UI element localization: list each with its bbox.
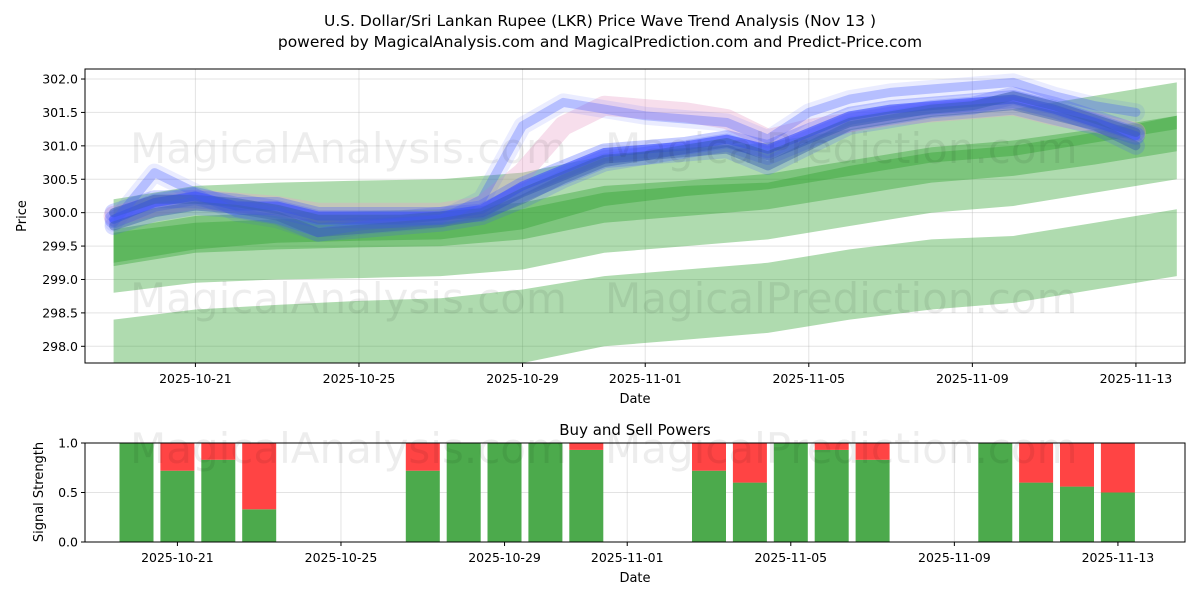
watermark-text: MagicalPrediction.com — [605, 424, 1078, 473]
sell-bar — [814, 443, 849, 450]
buy-bar — [855, 459, 890, 542]
x-tick-label: 2025-11-13 — [1082, 550, 1155, 565]
watermark-text: MagicalPrediction.com — [605, 274, 1078, 323]
x-tick-label: 2025-11-09 — [936, 371, 1009, 386]
x-tick-label: 2025-10-25 — [305, 550, 378, 565]
sell-bar — [569, 443, 604, 450]
watermark-text: MagicalAnalysis.com — [130, 124, 567, 173]
buy-bar — [569, 449, 604, 542]
price-chart-y-ticks: 298.0 298.5 299.0 299.5 300.0 300.5 301.0 301.5… — [42, 72, 85, 354]
trend-band-bottom — [113, 209, 1177, 363]
wave-3 — [104, 73, 1145, 242]
x-tick-label: 2025-11-05 — [772, 371, 845, 386]
sell-bar — [692, 443, 726, 471]
y-tick-label: 302.0 — [42, 72, 78, 87]
y-tick-label: 0.0 — [58, 535, 78, 550]
sell-bar — [1019, 443, 1054, 483]
watermark-text: MagicalAnalysis.com — [130, 424, 567, 473]
wave-2 — [109, 91, 1141, 224]
buy-bar — [978, 443, 1013, 542]
x-tick-label: 2025-11-05 — [754, 550, 827, 565]
watermark-text: MagicalPrediction.com — [605, 124, 1078, 173]
x-tick-label: 2025-10-29 — [468, 550, 541, 565]
price-x-axis-label: Date — [619, 392, 650, 407]
sell-bar — [855, 443, 890, 460]
buy-bar — [405, 470, 440, 542]
price-chart-x-ticks: 2025-10-21 2025-10-25 2025-10-29 2025-11-01… — [159, 363, 1172, 386]
signal-x-axis-label: Date — [619, 571, 650, 586]
buy-bar — [487, 443, 522, 542]
x-tick-label: 2025-11-01 — [609, 371, 682, 386]
signal-y-axis-label: Signal Strength — [32, 442, 47, 542]
x-tick-label: 2025-10-25 — [323, 371, 396, 386]
buy-bar — [446, 443, 481, 542]
signal-chart-title: Buy and Sell Powers — [559, 421, 711, 439]
buy-bar — [528, 443, 563, 542]
y-tick-label: 300.0 — [42, 205, 78, 220]
trend-band-lower — [113, 115, 1177, 293]
price-y-axis-label: Price — [15, 200, 30, 232]
sell-bar — [405, 443, 440, 471]
x-tick-label: 2025-11-13 — [1100, 371, 1173, 386]
x-tick-label: 2025-10-29 — [486, 371, 559, 386]
y-tick-label: 299.5 — [42, 239, 78, 254]
x-tick-label: 2025-11-01 — [591, 550, 664, 565]
price-chart-frame — [84, 68, 1186, 364]
chart-title-line2: powered by MagicalAnalysis.com and Magic… — [278, 33, 922, 51]
wave-4 — [104, 96, 1145, 242]
y-tick-label: 300.5 — [42, 172, 78, 187]
wave-4 — [109, 101, 1141, 238]
sell-bar — [1100, 443, 1135, 493]
buy-bar — [732, 482, 767, 542]
trend-band-middle — [113, 115, 1177, 267]
watermark-text: MagicalAnalysis.com — [130, 274, 567, 323]
sell-bar — [732, 443, 767, 483]
buy-bar — [1060, 486, 1094, 542]
buy-bar — [773, 443, 808, 542]
wave-lines — [103, 73, 1146, 242]
y-tick-label: 298.0 — [42, 339, 78, 354]
signal-chart-watermarks: MagicalAnalysis.com MagicalPrediction.co… — [130, 424, 1078, 473]
sell-bar — [242, 443, 277, 510]
sell-bar — [201, 443, 236, 460]
y-tick-label: 299.0 — [42, 272, 78, 287]
buy-bar — [160, 470, 195, 542]
buy-bar — [201, 459, 236, 542]
y-tick-label: 0.5 — [58, 485, 78, 500]
x-tick-label: 2025-10-21 — [141, 550, 214, 565]
y-tick-label: 1.0 — [58, 436, 78, 451]
x-tick-label: 2025-11-09 — [918, 550, 991, 565]
y-tick-label: 301.0 — [42, 138, 78, 153]
sell-bar — [1060, 443, 1094, 487]
y-tick-label: 301.5 — [42, 105, 78, 120]
signal-chart-y-ticks: 0.0 0.5 1.0 — [58, 436, 85, 550]
price-chart: MagicalAnalysis.com MagicalPrediction.co… — [15, 68, 1186, 407]
sell-bar — [160, 443, 195, 471]
signal-chart: Buy and Sell Powers MagicalAnalysis.com … — [32, 421, 1186, 586]
chart-title-line1: U.S. Dollar/Sri Lankan Rupee (LKR) Price… — [324, 12, 876, 30]
y-tick-label: 298.5 — [42, 305, 78, 320]
signal-chart-x-ticks: 2025-10-21 2025-10-25 2025-10-29 2025-11-01… — [141, 542, 1154, 565]
signal-bars — [119, 443, 1135, 542]
buy-bar — [1100, 492, 1135, 542]
wave-3 — [109, 77, 1141, 238]
x-tick-label: 2025-10-21 — [159, 371, 232, 386]
buy-bar — [814, 449, 849, 542]
price-chart-watermarks: MagicalAnalysis.com MagicalPrediction.co… — [130, 124, 1078, 323]
buy-bar — [242, 509, 277, 542]
buy-bar — [119, 443, 154, 542]
buy-bar — [692, 470, 726, 542]
buy-bar — [1019, 482, 1054, 542]
